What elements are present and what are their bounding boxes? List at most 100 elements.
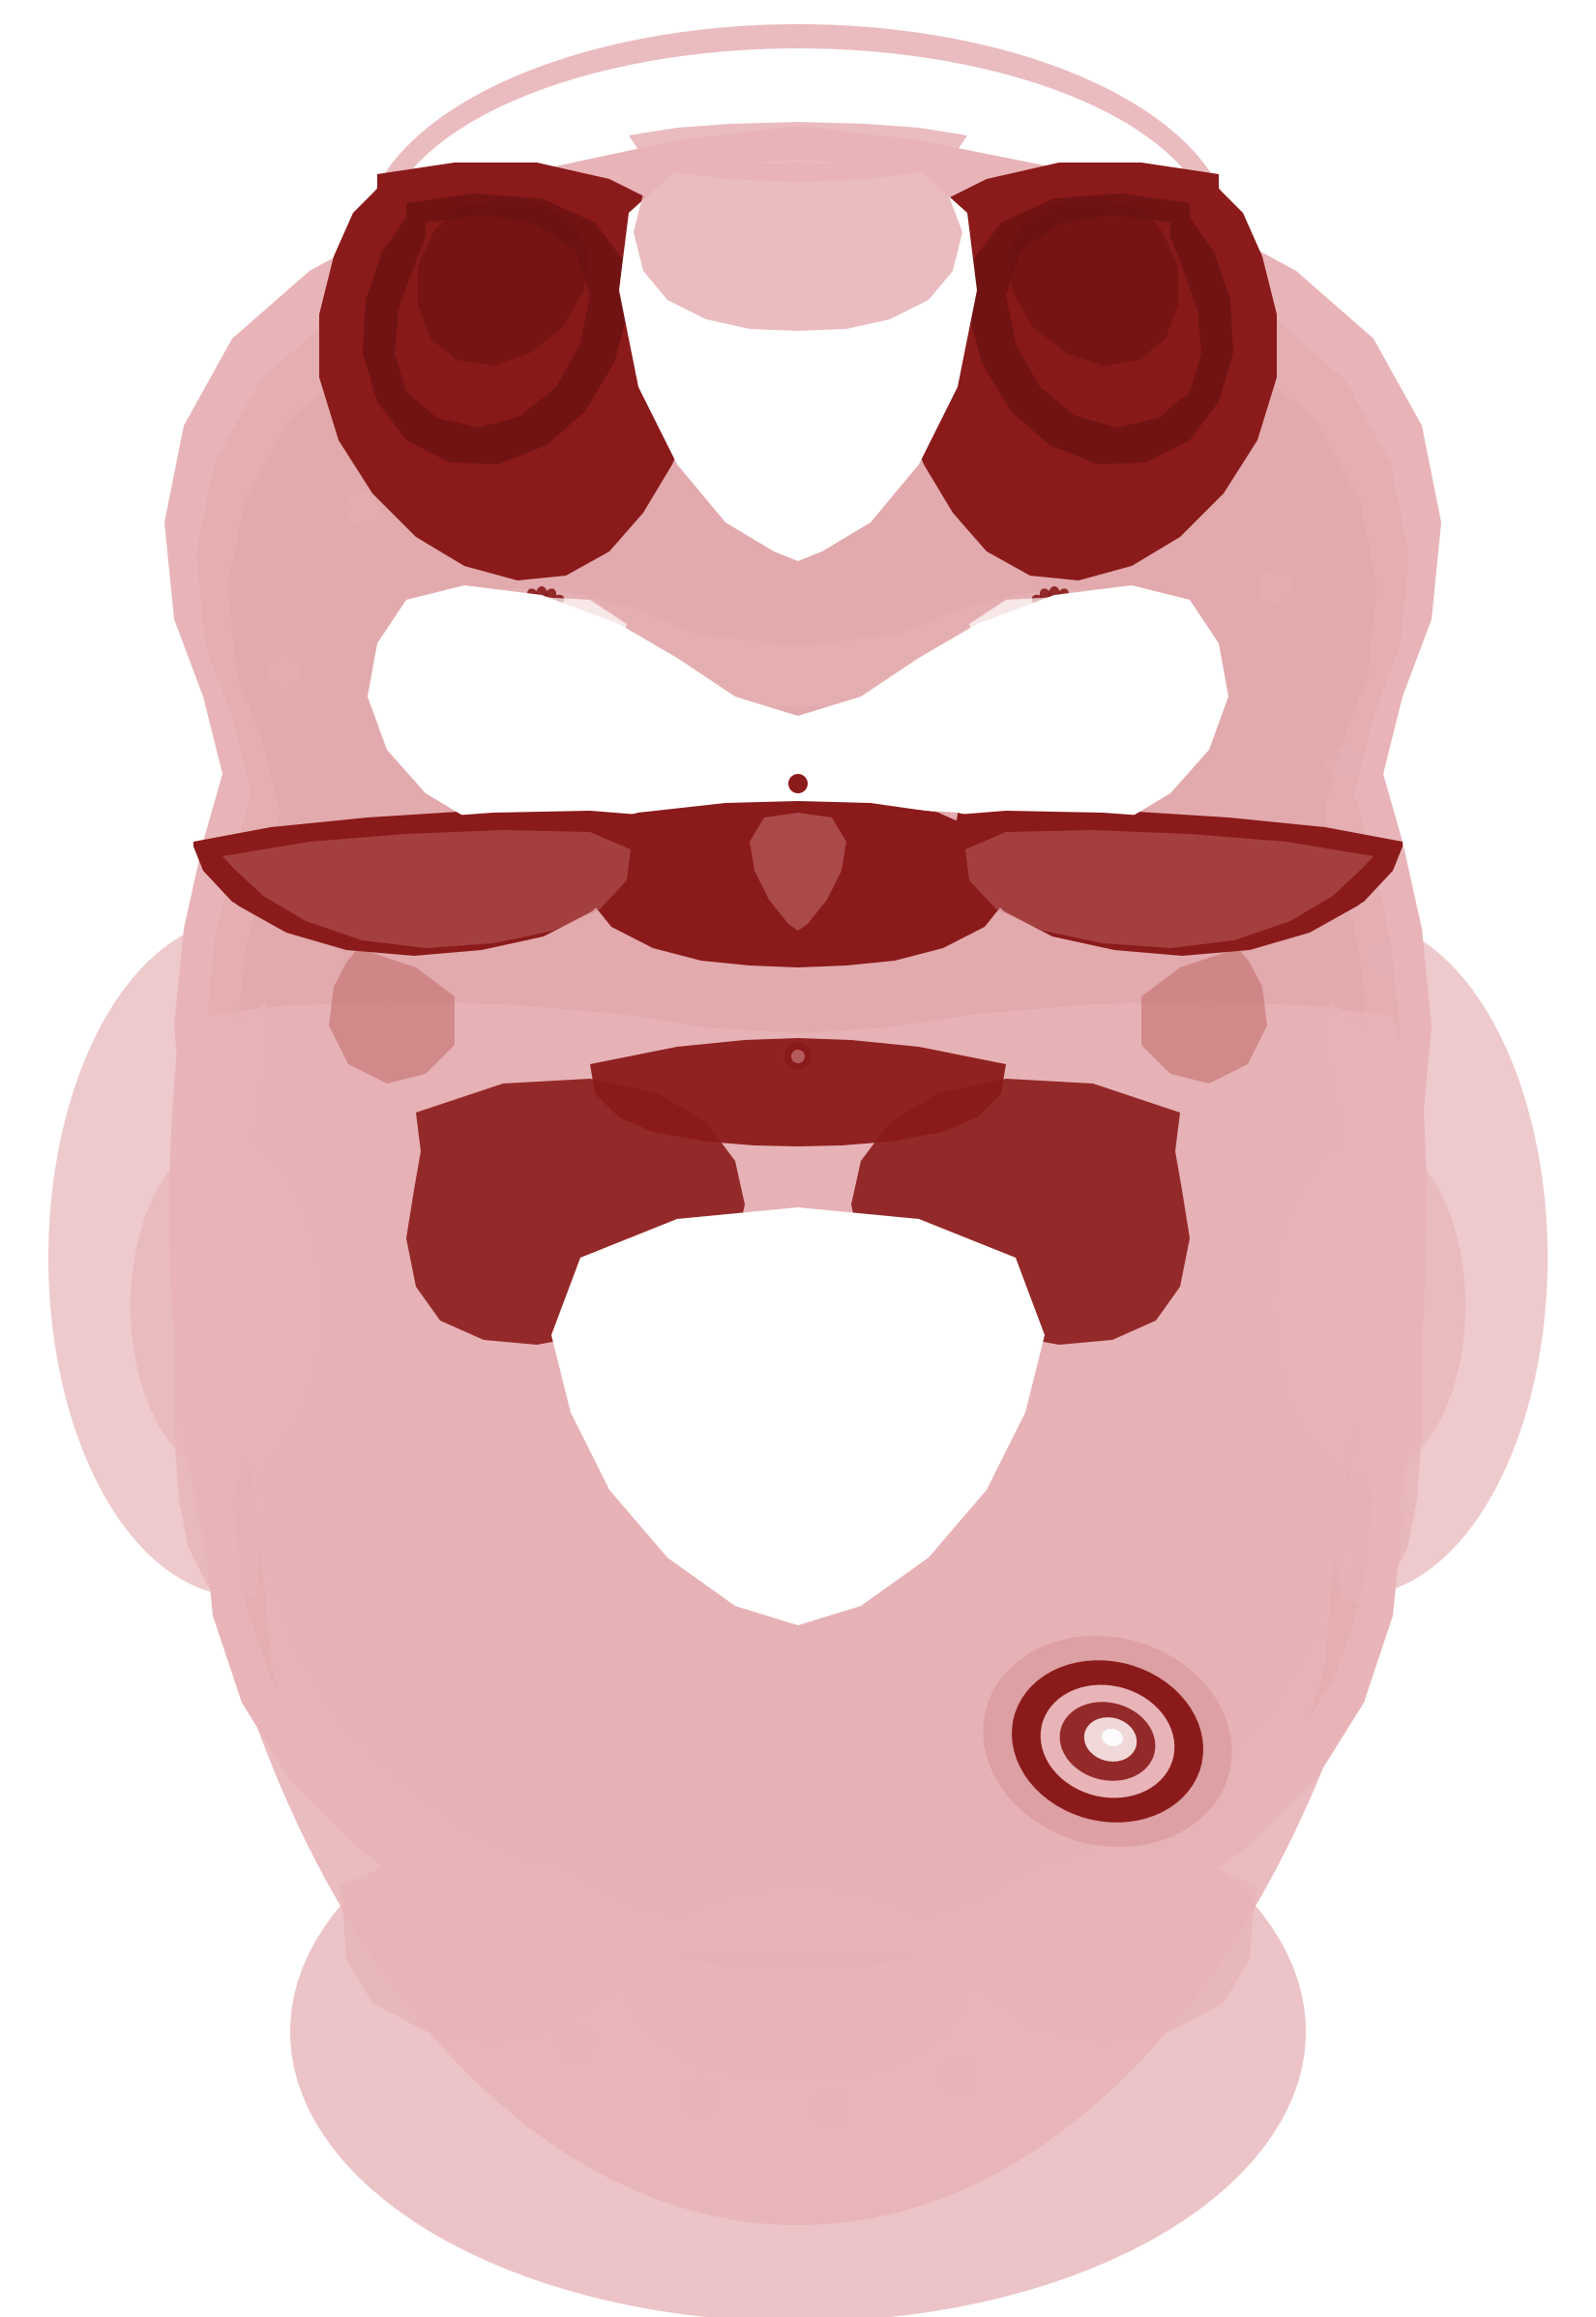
Ellipse shape (1259, 1717, 1293, 1752)
Polygon shape (329, 948, 455, 1084)
Ellipse shape (185, 1247, 219, 1281)
Ellipse shape (1033, 595, 1047, 609)
Ellipse shape (559, 264, 594, 297)
Ellipse shape (1061, 1981, 1096, 2016)
Polygon shape (407, 1080, 745, 1344)
Polygon shape (203, 811, 643, 957)
Ellipse shape (212, 1446, 247, 1481)
Ellipse shape (185, 1040, 219, 1075)
Polygon shape (412, 595, 627, 686)
Ellipse shape (1101, 1728, 1124, 1747)
Polygon shape (619, 804, 977, 846)
Ellipse shape (1041, 1684, 1175, 1798)
Ellipse shape (543, 589, 557, 605)
Polygon shape (788, 818, 808, 945)
Polygon shape (196, 178, 1409, 1969)
Polygon shape (619, 160, 977, 561)
Ellipse shape (1047, 600, 1061, 609)
Polygon shape (551, 1207, 1045, 1624)
Polygon shape (164, 125, 1441, 2011)
Ellipse shape (1259, 570, 1293, 605)
Polygon shape (1325, 1001, 1422, 1606)
Ellipse shape (535, 600, 549, 609)
Ellipse shape (536, 586, 547, 605)
Polygon shape (1141, 948, 1267, 1084)
Ellipse shape (814, 2090, 847, 2125)
Polygon shape (418, 202, 587, 366)
Polygon shape (319, 162, 721, 582)
Ellipse shape (362, 23, 1234, 459)
Ellipse shape (381, 49, 1215, 436)
Polygon shape (1005, 215, 1202, 429)
Ellipse shape (814, 197, 847, 232)
Ellipse shape (559, 2025, 594, 2057)
Ellipse shape (346, 1796, 380, 1830)
Ellipse shape (1039, 589, 1053, 605)
Ellipse shape (1049, 586, 1060, 605)
Ellipse shape (1366, 1348, 1401, 1381)
Ellipse shape (1060, 1703, 1156, 1782)
Ellipse shape (788, 774, 808, 792)
Polygon shape (967, 1847, 1258, 2041)
Ellipse shape (1170, 1868, 1203, 1900)
Ellipse shape (1061, 595, 1077, 609)
Polygon shape (1009, 202, 1178, 366)
Polygon shape (851, 1080, 1189, 1344)
Ellipse shape (1325, 746, 1360, 781)
Polygon shape (629, 123, 967, 181)
Polygon shape (967, 195, 1234, 463)
Ellipse shape (1381, 1145, 1414, 1177)
Ellipse shape (519, 595, 535, 609)
Polygon shape (394, 215, 591, 429)
Ellipse shape (1057, 589, 1069, 605)
Polygon shape (953, 811, 1393, 957)
Ellipse shape (131, 1138, 324, 1476)
Polygon shape (222, 829, 630, 948)
Ellipse shape (1170, 422, 1203, 454)
Polygon shape (386, 589, 1210, 716)
Ellipse shape (629, 1886, 967, 2081)
Ellipse shape (685, 209, 718, 243)
Ellipse shape (1366, 941, 1401, 973)
Ellipse shape (267, 656, 302, 688)
Ellipse shape (169, 195, 1427, 2224)
Ellipse shape (1160, 920, 1548, 1596)
Polygon shape (969, 595, 1184, 686)
Ellipse shape (48, 920, 436, 1596)
Ellipse shape (290, 1742, 1306, 2317)
Ellipse shape (983, 1636, 1232, 1847)
Polygon shape (600, 802, 996, 964)
Polygon shape (875, 162, 1277, 582)
Polygon shape (174, 1001, 271, 1606)
Ellipse shape (1061, 306, 1096, 341)
Ellipse shape (1381, 1145, 1414, 1177)
Polygon shape (634, 162, 962, 331)
Ellipse shape (445, 359, 479, 394)
Polygon shape (750, 813, 846, 931)
Ellipse shape (212, 841, 247, 876)
Polygon shape (193, 809, 638, 950)
Ellipse shape (942, 2057, 975, 2092)
Polygon shape (228, 229, 1377, 1928)
Polygon shape (338, 1847, 629, 2041)
Polygon shape (184, 1001, 1412, 1960)
Ellipse shape (527, 589, 539, 605)
Polygon shape (966, 829, 1374, 948)
Ellipse shape (1084, 1717, 1136, 1761)
Ellipse shape (942, 229, 975, 264)
Ellipse shape (346, 491, 380, 526)
Polygon shape (362, 195, 629, 463)
Ellipse shape (445, 1928, 479, 1962)
Ellipse shape (549, 595, 563, 609)
Ellipse shape (792, 1050, 804, 1064)
Polygon shape (958, 809, 1403, 950)
Polygon shape (586, 802, 1010, 969)
Ellipse shape (685, 2081, 718, 2113)
Ellipse shape (785, 1043, 811, 1070)
Ellipse shape (1272, 1138, 1465, 1476)
Polygon shape (367, 586, 1229, 834)
Polygon shape (591, 1038, 1005, 1147)
Ellipse shape (1012, 1661, 1203, 1823)
Ellipse shape (267, 1633, 302, 1666)
Ellipse shape (1325, 1543, 1360, 1576)
